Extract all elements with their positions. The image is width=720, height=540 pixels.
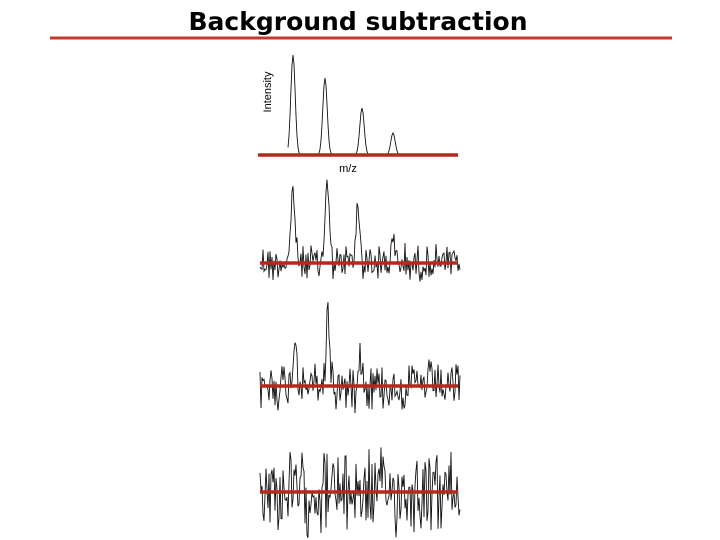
spectra: [258, 54, 461, 539]
spectrum-trace: [287, 54, 401, 156]
slide-title: Background subtraction: [188, 7, 527, 36]
spectrum-trace: [259, 179, 461, 282]
spectrum-trace: [259, 302, 461, 414]
y-axis-label: Intensity: [262, 71, 274, 112]
x-axis-label: m/z: [339, 163, 357, 175]
spectrum-trace: [259, 447, 461, 539]
